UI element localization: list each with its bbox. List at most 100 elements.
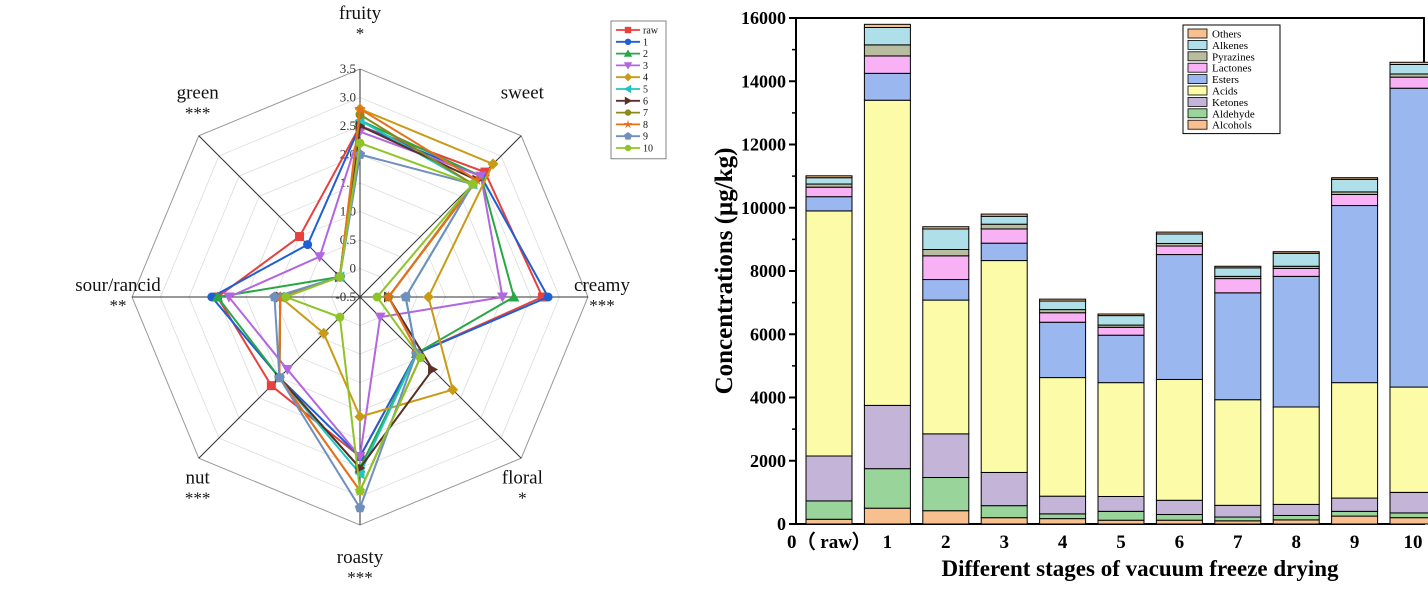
bar-segment-lactones [1389,76,1428,89]
radar-axis-significance: *** [185,104,211,123]
x-tick-label: 6 [1175,532,1185,553]
radar-tick-label: 3.0 [340,90,356,105]
x-tick-label: 5 [1116,532,1126,553]
y-tick-label: 14000 [741,71,786,91]
radar-point [354,452,366,463]
bar-segment-aldehyde [1272,514,1320,521]
bar-segment-esters [1389,87,1428,388]
bar-segment-acids [1155,378,1203,501]
radar-point [400,291,411,302]
radar-point [212,291,223,302]
x-tick-label: 0（ raw） [787,530,871,553]
bar-segment-aldehyde [1155,514,1203,521]
radar-series-10 [281,138,478,496]
radar-spoke [359,296,522,459]
bar-segment-esters [1272,275,1320,408]
bar-segment-lactones [1214,278,1262,294]
radar-point [497,292,508,303]
radar-axis-name: green [177,83,220,104]
y-tick-label: 16000 [741,8,786,28]
bar-segment-lactones [1155,245,1203,256]
bar-segment-lactones [863,55,911,74]
radar-point [223,292,235,303]
bar-segment-pyrazines [922,248,970,257]
bar-segment-ketones [863,404,911,470]
radar-point [543,292,553,302]
radar-point [428,364,439,376]
x-tick-label: 10 [1404,532,1423,553]
bar-segment-ketones [1389,491,1428,514]
bar-segment-lactones [805,186,853,198]
radar-point [355,138,365,148]
radar-legend-item: raw [616,26,659,37]
radar-point [374,312,386,323]
bar-segment-alcohols [980,517,1028,525]
bar-legend-label: Esters [1212,74,1239,86]
radar-point [624,109,632,116]
radar-point [335,312,345,322]
radar-point [624,132,632,140]
radar-legend-label: 8 [643,120,648,131]
radar-point [355,486,365,496]
radar-point [281,292,291,302]
radar-axis-name: roasty [337,547,384,568]
bar-segment-others [1155,231,1203,235]
x-axis-label: Different stages of vacuum freeze drying [941,556,1339,581]
radar-point [335,272,345,282]
bar-legend-label: Pyrazines [1212,51,1255,63]
stacked-bar-chart: 0 2000 4000 6000 8000 10000 12000 14000 16000 Con… [711,8,1428,581]
radar-spoke [198,135,361,298]
radar-axis-name: sour/rancid [75,275,161,296]
bar-segment-ketones [1272,503,1320,516]
radar-series-3 [223,127,508,463]
radar-axis-name: creamy [574,275,630,296]
radar-chart: -0.500.51.01.52.02.53.03.5fruity*sweetcr… [75,3,667,587]
bar-segment-alcohols [1039,518,1087,525]
radar-legend-item: 7 [616,108,648,119]
bar-segment-esters [1039,321,1087,379]
bar-segment-others [1272,251,1320,254]
bar-legend-label: Acids [1212,86,1238,98]
radar-point [623,49,633,57]
y-tick-label: 4000 [750,388,786,408]
radar-point [422,291,434,303]
bar-legend-item: Ketones [1187,97,1248,109]
radar-axis-significance: *** [185,488,211,507]
radar-legend-label: 5 [643,85,648,96]
bar-segment-alkenes [805,177,853,185]
radar-legend-label: 1 [643,37,648,48]
radar-axis-significance: * [356,24,365,43]
radar-legend-label: 6 [643,96,648,107]
bar-segment-acids [980,260,1028,473]
radar-point [623,119,633,129]
bar-segment-lactones [1331,193,1379,207]
bar-segment-acids [863,99,911,406]
bar-segment-alcohols [922,510,970,525]
bar-segment-others [805,175,853,179]
bar-legend-label: Lactones [1212,63,1252,75]
bar-legend-swatch [1187,85,1208,96]
bar-segment-esters [980,242,1028,262]
bar-segment-aldehyde [1389,512,1428,519]
radar-axis-label-sour-rancid: sour/rancid** [75,275,161,315]
bar-segment-alkenes [1389,63,1428,75]
y-axis-label: Concentrations (μg/kg) [711,148,738,395]
bar-stack [1331,177,1379,525]
bar-segment-alcohols [1389,517,1428,525]
bar-segment-alcohols [1331,515,1379,525]
bar-segment-alcohols [1097,519,1145,525]
bar-segment-pyrazines [980,223,1028,230]
radar-point [266,381,276,391]
bar-segment-alkenes [980,215,1028,225]
bar-segment-acids [922,299,970,435]
bar-stack [980,213,1028,525]
radar-axis-label-floral: floral* [502,467,543,507]
radar-point [274,372,285,383]
bar-legend-item: Alkenes [1187,40,1248,52]
bar-segment-others [1389,61,1428,65]
radar-series-line [210,124,550,459]
radar-legend-item: 9 [616,132,648,143]
bar-segment-alcohols [1155,519,1203,525]
radar-axis-name: nut [186,467,211,488]
